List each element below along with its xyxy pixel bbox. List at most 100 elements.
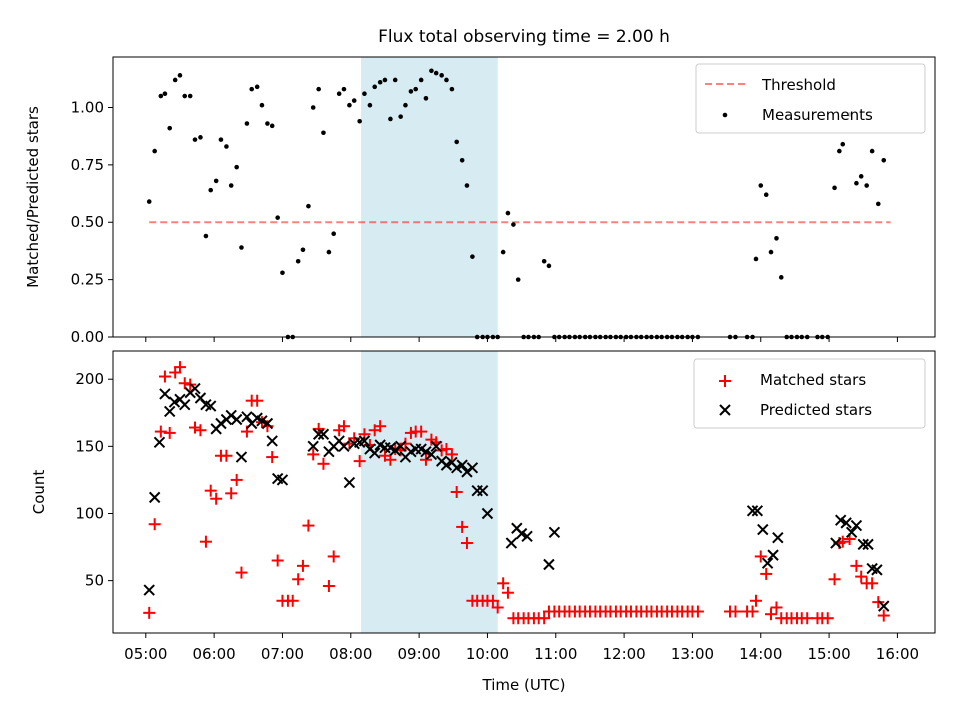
measurement-point xyxy=(347,102,352,108)
measurement-point xyxy=(505,210,511,216)
predicted-marker-b xyxy=(767,549,779,561)
measurement-point xyxy=(470,254,475,259)
matched-star-marker xyxy=(691,605,704,618)
x-axis-label: Time (UTC) xyxy=(482,676,566,694)
predicted-star-marker xyxy=(307,440,319,453)
predicted-star-marker xyxy=(430,440,442,453)
measurement-point xyxy=(316,86,321,92)
y-tick-label: 0.25 xyxy=(71,271,104,289)
predicted-marker-b xyxy=(143,584,155,596)
measurement-point xyxy=(162,91,168,97)
predicted-star-marker xyxy=(461,466,473,478)
predicted-marker-b xyxy=(461,466,473,478)
measurement-point xyxy=(753,256,759,262)
predicted-star-marker xyxy=(189,382,201,395)
predicted-marker-b xyxy=(505,537,518,549)
predicted-marker-b xyxy=(440,459,453,471)
predicted-marker-b xyxy=(772,531,784,544)
top-y-axis-label: Matched/Predicted stars xyxy=(24,106,42,288)
y-tick-label: 100 xyxy=(75,504,104,522)
matched-star-marker xyxy=(204,484,217,497)
predicted-star-marker xyxy=(425,448,438,461)
measurement-point xyxy=(218,137,224,142)
predicted-marker-b xyxy=(148,491,161,504)
measurement-point xyxy=(382,77,388,83)
predicted-marker-b xyxy=(215,417,227,430)
matched-star-marker xyxy=(729,605,742,618)
predicted-marker-b xyxy=(200,399,212,411)
predicted-marker-b xyxy=(757,523,769,536)
y-tick-label: 0.50 xyxy=(71,213,104,231)
matched-star-marker xyxy=(286,594,299,607)
bottom-legend-box xyxy=(693,358,926,429)
predicted-marker-b xyxy=(746,505,759,517)
predicted-marker-b xyxy=(276,474,289,486)
predicted-star-marker xyxy=(834,514,847,526)
predicted-marker-b xyxy=(153,436,166,449)
measurement-point xyxy=(763,192,769,198)
predicted-star-marker xyxy=(751,505,764,517)
predicted-star-marker xyxy=(164,405,176,418)
predicted-star-marker xyxy=(179,399,191,411)
matched-star-marker xyxy=(210,492,223,505)
x-tick-label: 14:00 xyxy=(739,645,782,663)
predicted-star-marker xyxy=(878,600,890,612)
predicted-marker-b xyxy=(235,451,248,463)
measurement-point xyxy=(832,185,837,191)
matched-star-marker xyxy=(749,594,762,607)
top-y-ticks: 0.00 0.25 0.50 0.75 1.00 xyxy=(71,98,113,346)
measurement-point xyxy=(372,84,378,90)
measurement-point xyxy=(454,139,459,145)
matched-star-marker xyxy=(384,453,397,466)
predicted-marker-b xyxy=(857,538,869,551)
measurement-point xyxy=(408,89,414,94)
matched-star-marker xyxy=(538,612,551,625)
matched-star-marker xyxy=(828,573,841,586)
matched-star-marker xyxy=(173,361,186,374)
predicted-marker-b xyxy=(751,505,764,517)
predicted-star-marker xyxy=(757,523,769,536)
predicted-marker-b xyxy=(862,538,874,551)
matched-star-marker xyxy=(754,550,767,563)
predicted-marker-b xyxy=(358,435,371,447)
predicted-marker-b xyxy=(251,412,263,424)
bottom-y-axis-label: Count xyxy=(30,470,48,515)
matched-star-marker xyxy=(158,370,171,383)
matched-star-marker xyxy=(220,449,233,462)
matched-star-marker xyxy=(765,608,778,621)
measurement-point xyxy=(433,70,439,76)
matched-star-marker xyxy=(445,448,458,461)
predicted-star-marker xyxy=(543,558,555,571)
legend-predicted-swatch xyxy=(719,404,731,416)
legend-predicted-label: Predicted stars xyxy=(760,401,872,419)
predicted-star-marker xyxy=(143,584,155,596)
matched-star-marker xyxy=(760,567,773,580)
predicted-marker-b xyxy=(225,409,237,422)
x-tick-label: 12:00 xyxy=(602,645,645,663)
predicted-star-marker xyxy=(205,400,217,412)
matched-star-marker xyxy=(178,377,191,390)
predicted-marker-b xyxy=(850,519,863,532)
measurement-point xyxy=(459,157,465,163)
top-x-ticks xyxy=(145,337,898,342)
measurement-point xyxy=(500,249,506,255)
legend-threshold-label: Threshold xyxy=(761,76,836,94)
measurement-point xyxy=(336,91,342,97)
matched-star-marker xyxy=(415,425,428,438)
measurement-point xyxy=(881,157,887,163)
predicted-star-marker xyxy=(256,415,268,427)
matched-star-marker xyxy=(872,596,885,609)
predicted-marker-b xyxy=(521,530,533,543)
predicted-star-marker xyxy=(225,409,237,422)
measurement-point xyxy=(234,164,239,170)
x-tick-label: 09:00 xyxy=(397,645,440,663)
matched-star-marker xyxy=(460,537,473,550)
measurement-point xyxy=(392,77,398,83)
predicted-star-marker xyxy=(857,538,869,551)
predicted-marker-b xyxy=(179,399,191,411)
predicted-star-marker xyxy=(266,435,278,447)
matched-star-marker xyxy=(501,586,514,599)
measurement-point xyxy=(152,148,157,154)
matched-star-marker xyxy=(770,601,783,614)
